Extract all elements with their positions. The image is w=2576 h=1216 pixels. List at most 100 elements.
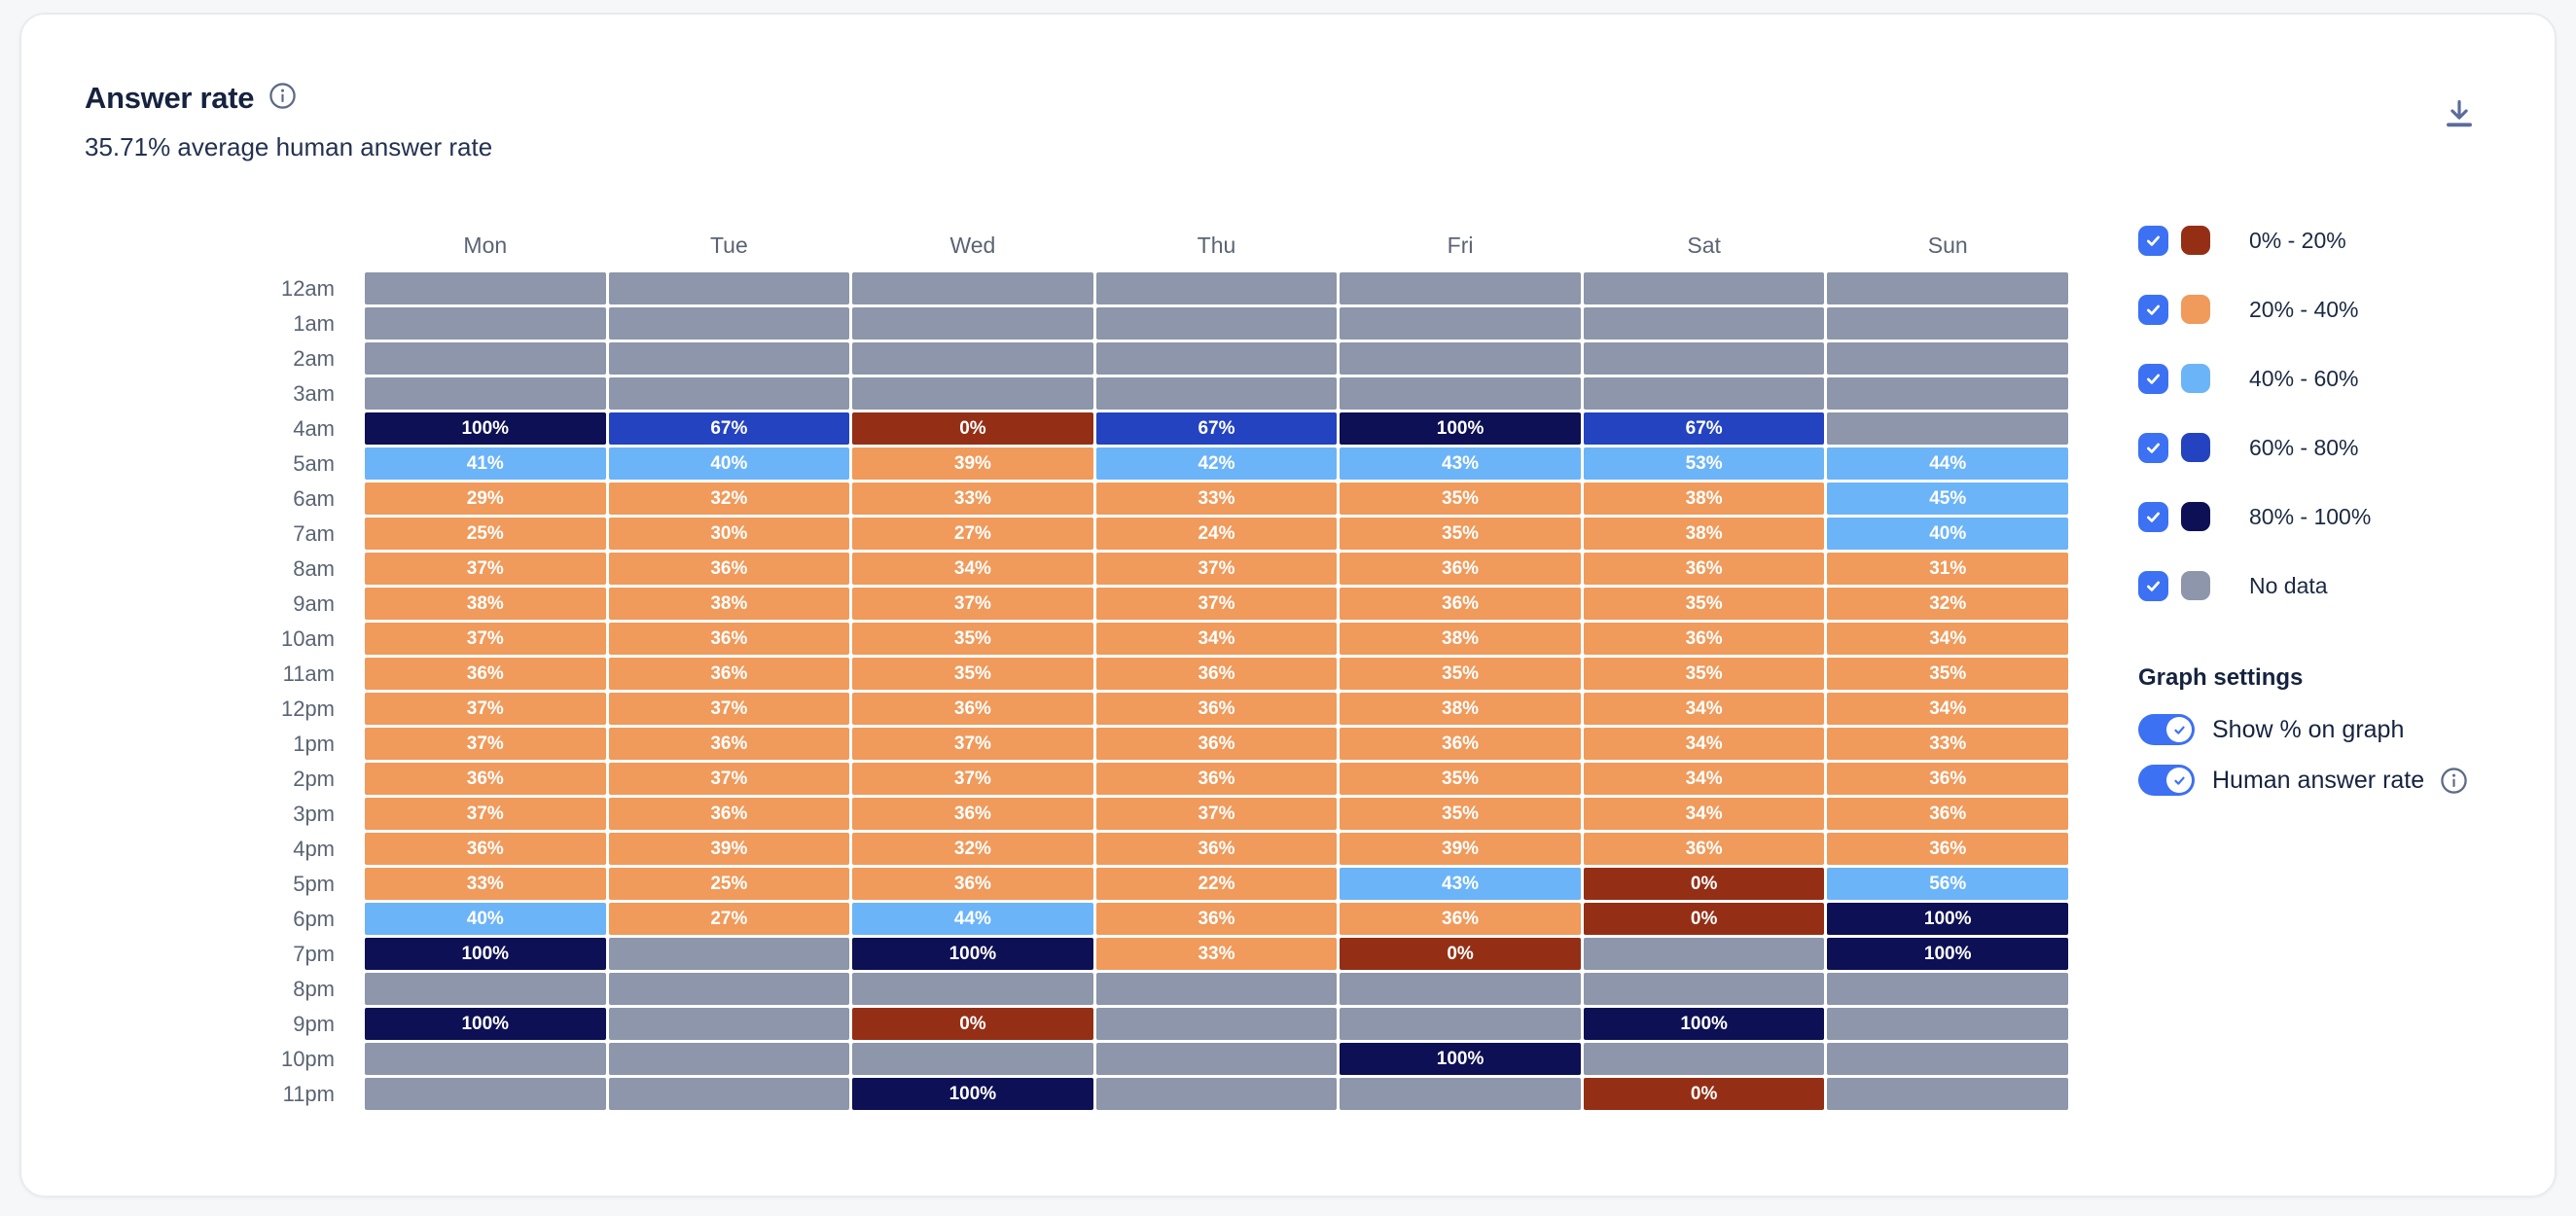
heatmap-cell-thu-3pm[interactable]: 37% — [1095, 798, 1338, 830]
heatmap-cell-wed-5pm[interactable]: 36% — [852, 868, 1093, 900]
heatmap-cell-fri-11pm[interactable] — [1340, 1078, 1581, 1110]
heatmap-cell-thu-2am[interactable] — [1095, 342, 1338, 375]
heatmap-cell-mon-5pm[interactable]: 33% — [365, 868, 606, 900]
heatmap-cell-fri-5pm[interactable]: 43% — [1340, 868, 1581, 900]
heatmap-cell-thu-1pm[interactable]: 36% — [1095, 728, 1338, 760]
heatmap-cell-sat-2pm[interactable]: 34% — [1583, 763, 1825, 795]
heatmap-cell-sat-6am[interactable]: 38% — [1583, 483, 1825, 515]
heatmap-cell-thu-8am[interactable]: 37% — [1095, 553, 1338, 585]
legend-item-5[interactable]: No data — [2138, 570, 2371, 601]
heatmap-cell-sat-5pm[interactable]: 0% — [1583, 868, 1825, 900]
heatmap-cell-fri-8pm[interactable] — [1340, 973, 1581, 1005]
heatmap-cell-sun-7pm[interactable]: 100% — [1827, 938, 2068, 970]
heatmap-cell-mon-1am[interactable] — [365, 307, 606, 340]
heatmap-cell-wed-12am[interactable] — [852, 272, 1093, 304]
heatmap-cell-fri-4am[interactable]: 100% — [1340, 412, 1581, 445]
checkbox-icon[interactable] — [2138, 363, 2168, 394]
heatmap-cell-fri-5am[interactable]: 43% — [1340, 447, 1581, 480]
heatmap-cell-sun-4pm[interactable]: 36% — [1827, 833, 2068, 865]
heatmap-cell-sun-6pm[interactable]: 100% — [1827, 903, 2068, 935]
download-button[interactable] — [2436, 92, 2483, 139]
heatmap-cell-fri-10am[interactable]: 38% — [1340, 623, 1581, 655]
heatmap-cell-sat-7am[interactable]: 38% — [1583, 518, 1825, 550]
heatmap-cell-tue-10am[interactable]: 36% — [608, 623, 850, 655]
heatmap-cell-tue-6am[interactable]: 32% — [608, 483, 850, 515]
heatmap-cell-fri-6am[interactable]: 35% — [1340, 483, 1581, 515]
heatmap-cell-sun-10am[interactable]: 34% — [1827, 623, 2068, 655]
heatmap-cell-fri-4pm[interactable]: 39% — [1340, 833, 1581, 865]
legend-item-0[interactable]: 0% - 20% — [2138, 225, 2371, 256]
heatmap-cell-mon-2pm[interactable]: 36% — [365, 763, 606, 795]
heatmap-cell-sun-2pm[interactable]: 36% — [1827, 763, 2068, 795]
heatmap-cell-fri-7am[interactable]: 35% — [1340, 518, 1581, 550]
heatmap-cell-fri-11am[interactable]: 35% — [1340, 658, 1581, 690]
heatmap-cell-wed-9am[interactable]: 37% — [852, 588, 1093, 620]
heatmap-cell-mon-4pm[interactable]: 36% — [365, 833, 606, 865]
heatmap-cell-sat-9am[interactable]: 35% — [1583, 588, 1825, 620]
heatmap-cell-tue-8pm[interactable] — [608, 973, 850, 1005]
heatmap-cell-wed-8am[interactable]: 34% — [852, 553, 1093, 585]
heatmap-cell-wed-1pm[interactable]: 37% — [852, 728, 1093, 760]
heatmap-cell-mon-7am[interactable]: 25% — [365, 518, 606, 550]
heatmap-cell-sat-10am[interactable]: 36% — [1583, 623, 1825, 655]
heatmap-cell-thu-7am[interactable]: 24% — [1095, 518, 1338, 550]
heatmap-cell-sun-4am[interactable] — [1827, 412, 2068, 445]
heatmap-cell-thu-1am[interactable] — [1095, 307, 1338, 340]
heatmap-cell-fri-1am[interactable] — [1340, 307, 1581, 340]
heatmap-cell-fri-3pm[interactable]: 35% — [1340, 798, 1581, 830]
heatmap-cell-wed-8pm[interactable] — [852, 973, 1093, 1005]
checkbox-icon[interactable] — [2138, 570, 2168, 601]
heatmap-cell-wed-6pm[interactable]: 44% — [852, 903, 1093, 935]
heatmap-cell-sat-12pm[interactable]: 34% — [1583, 693, 1825, 725]
heatmap-cell-fri-3am[interactable] — [1340, 377, 1581, 410]
heatmap-cell-sun-11pm[interactable] — [1827, 1078, 2068, 1110]
heatmap-cell-tue-1am[interactable] — [608, 307, 850, 340]
heatmap-cell-wed-2am[interactable] — [852, 342, 1093, 375]
heatmap-cell-fri-9am[interactable]: 36% — [1340, 588, 1581, 620]
checkbox-icon[interactable] — [2138, 294, 2168, 325]
heatmap-cell-fri-1pm[interactable]: 36% — [1340, 728, 1581, 760]
heatmap-cell-tue-5pm[interactable]: 25% — [608, 868, 850, 900]
heatmap-cell-fri-2pm[interactable]: 35% — [1340, 763, 1581, 795]
heatmap-cell-sat-5am[interactable]: 53% — [1583, 447, 1825, 480]
info-icon[interactable] — [2440, 767, 2468, 795]
heatmap-cell-sat-12am[interactable] — [1583, 272, 1825, 304]
heatmap-cell-thu-10pm[interactable] — [1095, 1043, 1338, 1075]
heatmap-cell-sat-9pm[interactable]: 100% — [1583, 1008, 1825, 1040]
heatmap-cell-mon-8am[interactable]: 37% — [365, 553, 606, 585]
heatmap-cell-sun-5pm[interactable]: 56% — [1827, 868, 2068, 900]
heatmap-cell-fri-7pm[interactable]: 0% — [1340, 938, 1581, 970]
heatmap-cell-wed-5am[interactable]: 39% — [852, 447, 1093, 480]
heatmap-cell-sun-2am[interactable] — [1827, 342, 2068, 375]
heatmap-cell-thu-11pm[interactable] — [1095, 1078, 1338, 1110]
heatmap-cell-sun-9am[interactable]: 32% — [1827, 588, 2068, 620]
heatmap-cell-sun-11am[interactable]: 35% — [1827, 658, 2068, 690]
heatmap-cell-thu-2pm[interactable]: 36% — [1095, 763, 1338, 795]
heatmap-cell-tue-2am[interactable] — [608, 342, 850, 375]
heatmap-cell-mon-7pm[interactable]: 100% — [365, 938, 606, 970]
legend-item-2[interactable]: 40% - 60% — [2138, 363, 2371, 394]
heatmap-cell-tue-8am[interactable]: 36% — [608, 553, 850, 585]
heatmap-cell-fri-12am[interactable] — [1340, 272, 1581, 304]
heatmap-cell-thu-6pm[interactable]: 36% — [1095, 903, 1338, 935]
heatmap-cell-wed-2pm[interactable]: 37% — [852, 763, 1093, 795]
heatmap-cell-sun-10pm[interactable] — [1827, 1043, 2068, 1075]
heatmap-cell-mon-1pm[interactable]: 37% — [365, 728, 606, 760]
heatmap-cell-thu-4am[interactable]: 67% — [1095, 412, 1338, 445]
heatmap-cell-wed-3am[interactable] — [852, 377, 1093, 410]
heatmap-cell-mon-2am[interactable] — [365, 342, 606, 375]
heatmap-cell-sat-8pm[interactable] — [1583, 973, 1825, 1005]
heatmap-cell-mon-5am[interactable]: 41% — [365, 447, 606, 480]
heatmap-cell-thu-8pm[interactable] — [1095, 973, 1338, 1005]
heatmap-cell-tue-12pm[interactable]: 37% — [608, 693, 850, 725]
heatmap-cell-thu-10am[interactable]: 34% — [1095, 623, 1338, 655]
heatmap-cell-tue-6pm[interactable]: 27% — [608, 903, 850, 935]
heatmap-cell-tue-5am[interactable]: 40% — [608, 447, 850, 480]
heatmap-cell-tue-3pm[interactable]: 36% — [608, 798, 850, 830]
heatmap-cell-fri-6pm[interactable]: 36% — [1340, 903, 1581, 935]
heatmap-cell-wed-11am[interactable]: 35% — [852, 658, 1093, 690]
info-icon[interactable] — [268, 82, 297, 115]
heatmap-cell-mon-11pm[interactable] — [365, 1078, 606, 1110]
heatmap-cell-wed-7am[interactable]: 27% — [852, 518, 1093, 550]
heatmap-cell-sun-3am[interactable] — [1827, 377, 2068, 410]
